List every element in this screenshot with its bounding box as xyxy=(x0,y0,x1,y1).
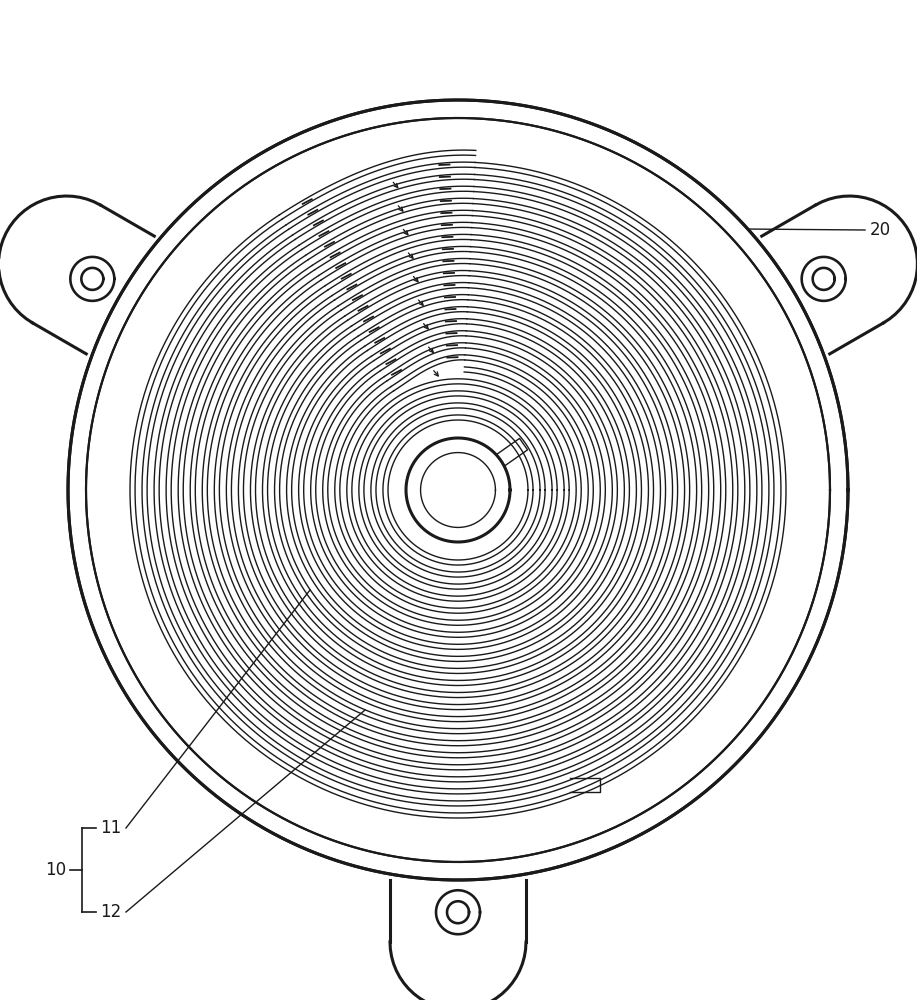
Text: 11: 11 xyxy=(100,819,121,837)
Circle shape xyxy=(406,438,510,542)
Circle shape xyxy=(68,100,848,880)
Text: 10: 10 xyxy=(45,861,66,879)
Text: 20: 20 xyxy=(870,221,891,239)
Text: 12: 12 xyxy=(100,903,121,921)
